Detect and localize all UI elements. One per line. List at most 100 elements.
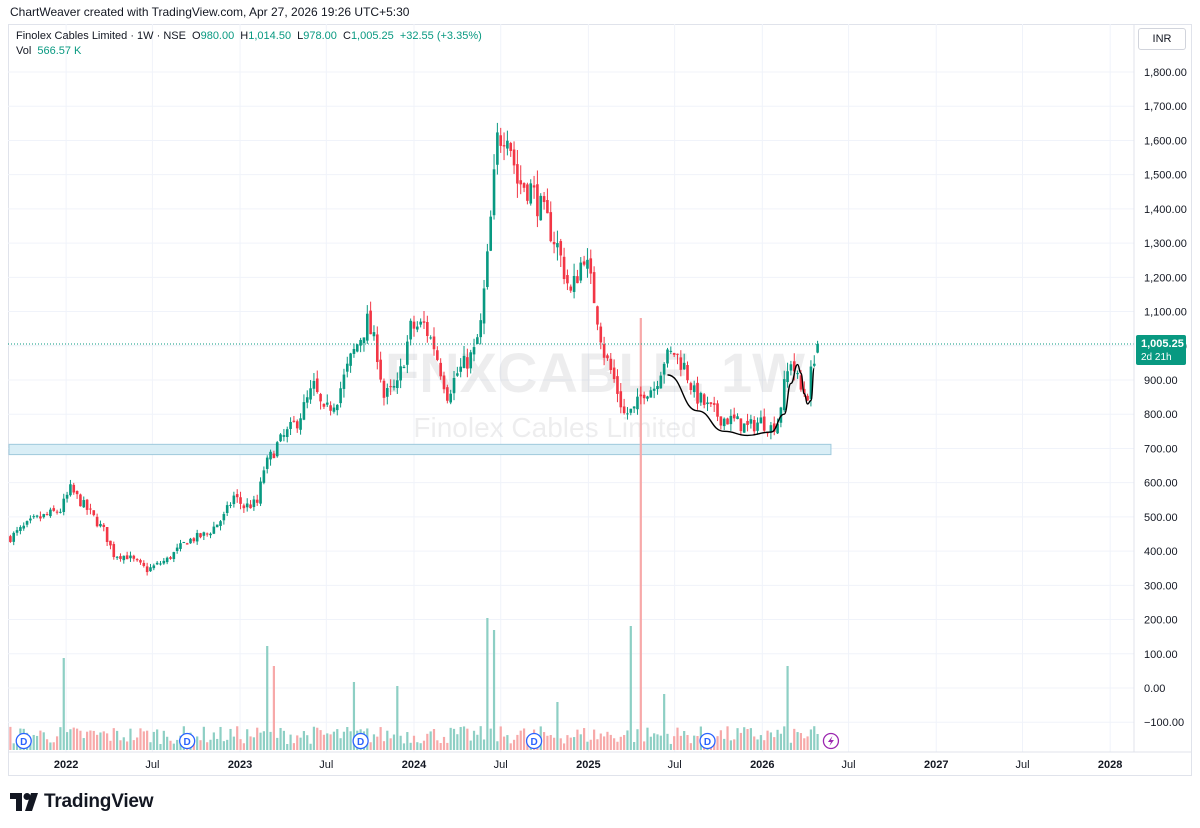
time-tick-label: 2025 xyxy=(576,759,600,771)
volume-bar xyxy=(643,741,646,750)
candle-body xyxy=(159,563,162,565)
volume-bar xyxy=(806,736,809,750)
candle-body xyxy=(369,310,372,335)
legend-close-value: 1,005.25 xyxy=(350,30,394,42)
candle-body xyxy=(559,241,563,256)
attribution-text: ChartWeaver created with TradingView.com… xyxy=(10,5,410,19)
volume-bar xyxy=(756,739,759,750)
candle-body xyxy=(719,416,723,426)
candle-body xyxy=(729,415,733,425)
volume-bar xyxy=(86,731,89,750)
volume-bar xyxy=(729,740,732,750)
candle-body xyxy=(482,288,486,324)
cup-curve-line xyxy=(667,363,815,437)
candle-body xyxy=(466,357,469,369)
volume-bar xyxy=(746,729,749,750)
volume-bar xyxy=(676,727,679,750)
price-tick-label: 1,600.00 xyxy=(1144,135,1187,147)
volume-bar xyxy=(32,734,35,750)
volume-bar xyxy=(286,743,289,750)
symbol-watermark: FNXCABLE, 1W Finolex Cables Limited xyxy=(385,341,805,443)
volume-bar xyxy=(512,739,516,750)
volume-bar xyxy=(626,730,629,750)
volume-bar xyxy=(162,730,165,750)
volume-bar xyxy=(55,736,59,750)
event-circle xyxy=(352,732,369,750)
candle-body xyxy=(119,556,122,559)
candle-body xyxy=(452,378,456,394)
candle-body xyxy=(746,420,749,425)
candle-body xyxy=(145,566,149,573)
candle-body xyxy=(636,396,639,410)
candle-body xyxy=(322,403,326,407)
volume-bar xyxy=(209,739,212,750)
volume-bar xyxy=(766,730,769,750)
candle-body xyxy=(566,275,569,284)
earnings-event-icon[interactable] xyxy=(822,732,840,750)
candle-body xyxy=(232,495,236,505)
volume-bar xyxy=(502,736,506,750)
volume-bar xyxy=(753,736,756,750)
candle-body xyxy=(165,557,169,563)
volume-bar xyxy=(683,731,686,750)
candle-body xyxy=(776,423,779,434)
volume-bar xyxy=(116,730,119,750)
candle-body xyxy=(362,337,366,344)
candle-body xyxy=(816,343,819,353)
volume-bar xyxy=(379,727,382,750)
tradingview-logo[interactable]: TradingView xyxy=(10,790,154,814)
candle-body xyxy=(496,132,499,165)
price-tick-label: −100.00 xyxy=(1144,717,1184,729)
dividend-event-icon[interactable]: D xyxy=(525,732,543,750)
candle-body xyxy=(289,421,292,429)
price-tick-label: 1,300.00 xyxy=(1144,238,1187,250)
volume-bar xyxy=(679,735,682,750)
volume-bar xyxy=(109,740,112,750)
time-tick-label: Jul xyxy=(319,759,333,771)
candle-body xyxy=(189,538,192,544)
top-attribution-bar: ChartWeaver created with TradingView.com… xyxy=(0,0,1200,24)
dividend-event-icon[interactable]: D xyxy=(699,732,716,750)
watermark-ticker: FNXCABLE, 1W xyxy=(385,341,805,404)
volume-bar xyxy=(139,728,142,750)
candle-body xyxy=(62,498,66,512)
candle-body xyxy=(502,145,506,147)
volume-bar xyxy=(236,726,239,750)
volume-bar xyxy=(156,729,159,750)
volume-bar xyxy=(412,735,416,750)
candle-body xyxy=(185,543,189,545)
volume-bar xyxy=(499,726,502,750)
candle-body xyxy=(416,326,419,330)
volume-bar xyxy=(809,729,813,750)
dividend-event-icon[interactable]: D xyxy=(352,732,369,750)
candle-body xyxy=(199,533,202,538)
legend-close-label: C xyxy=(342,30,351,42)
volume-bar xyxy=(749,728,752,750)
candle-body xyxy=(699,392,703,403)
volume-bar xyxy=(439,743,442,750)
volume-bar xyxy=(132,740,135,750)
candle-body xyxy=(142,562,146,566)
candle-body xyxy=(82,500,86,508)
event-label: D xyxy=(184,737,191,748)
chart-frame[interactable] xyxy=(8,24,1192,776)
volume-bar xyxy=(276,737,279,750)
volume-bar xyxy=(549,735,552,750)
volume-bar xyxy=(249,736,252,750)
candle-body xyxy=(12,532,16,542)
volume-bar xyxy=(256,727,259,750)
candle-body xyxy=(726,418,729,425)
dividend-event-icon[interactable]: D xyxy=(179,732,196,750)
candle-body xyxy=(85,499,89,510)
candle-body xyxy=(342,374,346,389)
volume-bar xyxy=(593,729,596,750)
candle-body xyxy=(716,403,719,417)
volume-bar xyxy=(89,730,92,750)
legend-low-value: 978.00 xyxy=(303,30,337,42)
currency-button[interactable]: INR xyxy=(1138,28,1186,50)
candle-body xyxy=(772,423,776,432)
candle-body xyxy=(325,402,329,405)
dividend-event-icon[interactable]: D xyxy=(15,732,32,750)
candle-body xyxy=(806,395,809,401)
